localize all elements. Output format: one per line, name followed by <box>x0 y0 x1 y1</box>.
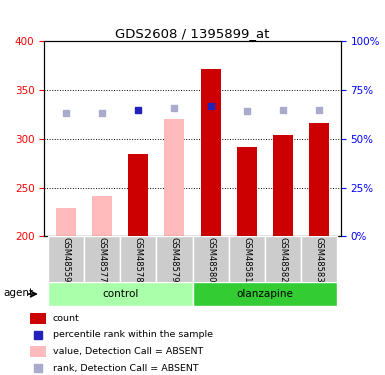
Text: GSM48581: GSM48581 <box>242 237 251 282</box>
Bar <box>164 119 184 236</box>
Text: control: control <box>102 289 138 299</box>
Bar <box>273 135 293 236</box>
Bar <box>92 196 112 236</box>
Bar <box>84 236 120 283</box>
Bar <box>192 236 229 283</box>
Bar <box>229 236 265 283</box>
Text: agent: agent <box>3 288 33 298</box>
Text: GSM48580: GSM48580 <box>206 237 215 282</box>
Bar <box>48 236 84 283</box>
Text: GSM48559: GSM48559 <box>62 237 70 282</box>
Bar <box>237 147 257 236</box>
Text: count: count <box>53 314 80 322</box>
Bar <box>192 282 337 306</box>
Bar <box>48 282 192 306</box>
Text: GSM48578: GSM48578 <box>134 237 143 282</box>
Text: rank, Detection Call = ABSENT: rank, Detection Call = ABSENT <box>53 364 199 373</box>
Bar <box>30 346 46 357</box>
Text: GSM48577: GSM48577 <box>98 237 107 282</box>
Bar <box>265 236 301 283</box>
Title: GDS2608 / 1395899_at: GDS2608 / 1395899_at <box>116 27 270 40</box>
Bar <box>30 313 46 324</box>
Text: GSM48583: GSM48583 <box>315 237 323 282</box>
Bar <box>309 123 329 236</box>
Bar <box>156 236 192 283</box>
Text: GSM48579: GSM48579 <box>170 237 179 282</box>
Bar <box>120 236 156 283</box>
Bar <box>128 154 148 236</box>
Text: GSM48582: GSM48582 <box>278 237 287 282</box>
Bar <box>201 69 221 236</box>
Text: percentile rank within the sample: percentile rank within the sample <box>53 330 213 339</box>
Text: olanzapine: olanzapine <box>236 289 293 299</box>
Bar <box>301 236 337 283</box>
Text: value, Detection Call = ABSENT: value, Detection Call = ABSENT <box>53 347 203 356</box>
Bar <box>56 208 76 236</box>
